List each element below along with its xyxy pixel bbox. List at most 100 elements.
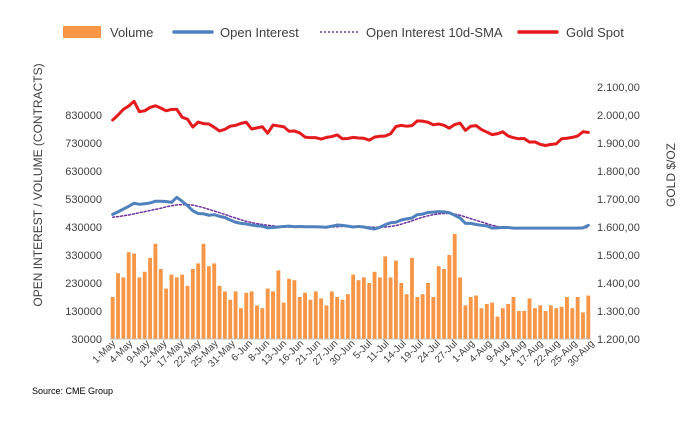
source-note: Source: CME Group <box>32 386 113 396</box>
y-tick-right: 1.900,00 <box>597 138 640 150</box>
volume-bar <box>361 277 366 339</box>
volume-bar <box>121 277 126 339</box>
volume-bar <box>201 243 206 339</box>
volume-bar <box>132 253 136 339</box>
volume-bar <box>479 308 484 339</box>
legend-label-volume: Volume <box>110 25 153 40</box>
volume-bar <box>222 291 227 339</box>
volume-bar <box>335 297 340 339</box>
volume-bar <box>399 283 404 339</box>
legend-label-open-interest: Open Interest <box>220 25 299 40</box>
y-tick-left: 230000 <box>65 278 102 290</box>
volume-bar <box>287 278 291 339</box>
y-axis-left-title: OPEN INTEREST / VOLUME (CONTRACTS) <box>31 63 45 306</box>
y-tick-left: 430000 <box>65 222 102 234</box>
volume-bar <box>506 304 511 339</box>
volume-bar <box>484 304 489 339</box>
volume-bar <box>356 280 361 339</box>
volume-bar <box>442 269 446 339</box>
volume-bar <box>458 277 462 339</box>
volume-bar <box>581 312 585 339</box>
volume-bar <box>164 288 169 339</box>
volume-bar <box>532 308 537 339</box>
volume-bar <box>110 297 115 339</box>
volume-bar <box>148 257 153 339</box>
volume-bar <box>345 294 350 339</box>
series-lines <box>111 99 590 231</box>
y-axis-right: 1.200,00 1.300,00 1.400,00 1.500,00 1.600,00… <box>597 82 640 346</box>
y-tick-left: 630000 <box>65 166 102 178</box>
volume-bar <box>516 311 521 339</box>
volume-bar <box>244 292 249 339</box>
volume-bar <box>586 295 591 339</box>
volume-bar <box>575 297 580 339</box>
volume-bar <box>153 243 158 339</box>
y-tick-right: 1.500,00 <box>597 250 640 262</box>
volume-bar <box>415 297 420 339</box>
volume-bar <box>377 277 382 339</box>
volume-bar <box>410 257 414 339</box>
volume-bar <box>554 308 559 339</box>
open-interest-sma-line <box>111 203 590 229</box>
volume-bar <box>527 298 532 339</box>
volume-bar <box>329 291 334 339</box>
legend-swatch-volume <box>63 26 101 38</box>
y-tick-left: 730000 <box>65 138 102 150</box>
volume-bar <box>500 308 505 339</box>
volume-bar <box>180 274 185 339</box>
y-tick-left: 130000 <box>65 306 102 318</box>
gold-spot-line <box>111 99 590 148</box>
volume-bar <box>431 297 436 339</box>
volume-bar <box>126 252 131 339</box>
volume-bar <box>468 297 473 339</box>
volume-bar <box>538 305 543 339</box>
y-axis-right-title: GOLD $/OZ <box>664 143 678 207</box>
volume-bar <box>340 299 345 339</box>
y-axis-left: 30000 130000 230000 330000 430000 530000 63000… <box>65 110 102 346</box>
volume-bar <box>249 291 254 339</box>
open-interest-line <box>111 195 590 231</box>
volume-bar <box>142 271 147 339</box>
legend-label-open-interest-sma: Open Interest 10d-SMA <box>366 25 503 40</box>
volume-bar <box>324 305 329 339</box>
y-tick-right: 1.400,00 <box>597 278 640 290</box>
y-tick-left: 530000 <box>65 194 102 206</box>
volume-bar <box>474 295 479 339</box>
volume-bar <box>239 308 243 339</box>
volume-bar <box>367 283 372 339</box>
volume-bar <box>271 291 275 339</box>
volume-bar <box>565 297 569 339</box>
volume-bar <box>543 311 548 339</box>
volume-bar <box>490 302 495 339</box>
y-tick-right: 1.600,00 <box>597 222 640 234</box>
volume-bar <box>559 306 564 339</box>
volume-bar <box>383 256 388 339</box>
volume-bar <box>511 297 516 339</box>
volume-bar <box>436 266 441 339</box>
volume-bar <box>548 305 553 339</box>
volume-bar <box>116 273 120 339</box>
y-tick-right: 2.100,00 <box>597 82 640 94</box>
volume-bar <box>212 263 217 339</box>
volume-bar <box>169 274 174 339</box>
volume-bar <box>260 308 265 339</box>
volume-bar <box>495 316 500 339</box>
x-axis: 1-May4-May9-May12-May17-May22-May25-May3… <box>91 338 597 369</box>
y-tick-left: 330000 <box>65 250 102 262</box>
volume-bar <box>196 263 201 339</box>
volume-bar <box>522 311 527 339</box>
volume-bar <box>228 299 233 339</box>
volume-bar <box>206 266 211 339</box>
volume-bar <box>303 292 307 339</box>
volume-bar <box>217 285 222 339</box>
volume-bar <box>137 277 142 339</box>
volume-bar <box>265 288 270 339</box>
y-tick-right: 1.700,00 <box>597 194 640 206</box>
volume-bars <box>110 234 591 339</box>
volume-bar <box>292 280 297 339</box>
volume-bar <box>426 283 430 339</box>
volume-bar <box>308 299 313 339</box>
y-tick-right: 1.300,00 <box>597 306 640 318</box>
plot-area <box>110 99 591 340</box>
volume-bar <box>185 285 190 339</box>
